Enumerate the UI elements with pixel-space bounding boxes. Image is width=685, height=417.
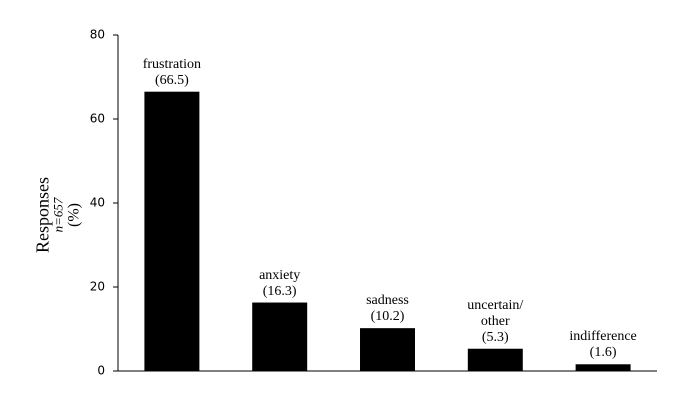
bar <box>360 328 415 371</box>
y-tick-label: 80 <box>90 28 105 42</box>
category-label: anxiety <box>259 267 301 283</box>
bar <box>467 348 523 371</box>
bar <box>144 91 200 371</box>
category-label: indifference <box>569 329 637 345</box>
category-label: sadness <box>366 293 409 309</box>
value-label: (66.5) <box>154 72 189 88</box>
bar-label: anxiety (16.3) <box>259 268 300 300</box>
bar-label: frustration (66.5) <box>143 57 201 89</box>
bar <box>252 302 308 371</box>
category-label: uncertain/ other <box>467 297 524 329</box>
bar <box>575 364 631 371</box>
value-label: (5.3) <box>481 329 509 345</box>
bar-label: uncertain/ other (5.3) <box>467 298 523 346</box>
y-tick-label: 60 <box>90 112 105 126</box>
bar-label: sadness (10.2) <box>366 293 409 325</box>
value-label: (1.6) <box>589 345 617 361</box>
y-tick-label: 0 <box>97 364 105 378</box>
y-tick-label: 20 <box>90 280 105 294</box>
y-label-unit: (%) <box>65 203 83 227</box>
y-label-title: Responses <box>32 177 53 253</box>
category-label: frustration <box>142 56 202 72</box>
bar-label: indifference (1.6) <box>569 329 636 361</box>
value-label: (16.3) <box>262 283 297 299</box>
y-tick-label: 40 <box>90 196 105 210</box>
y-axis-label: Responses n=657 (%) <box>32 177 83 253</box>
value-label: (10.2) <box>370 309 405 325</box>
y-label-note: n=657 <box>50 197 66 233</box>
